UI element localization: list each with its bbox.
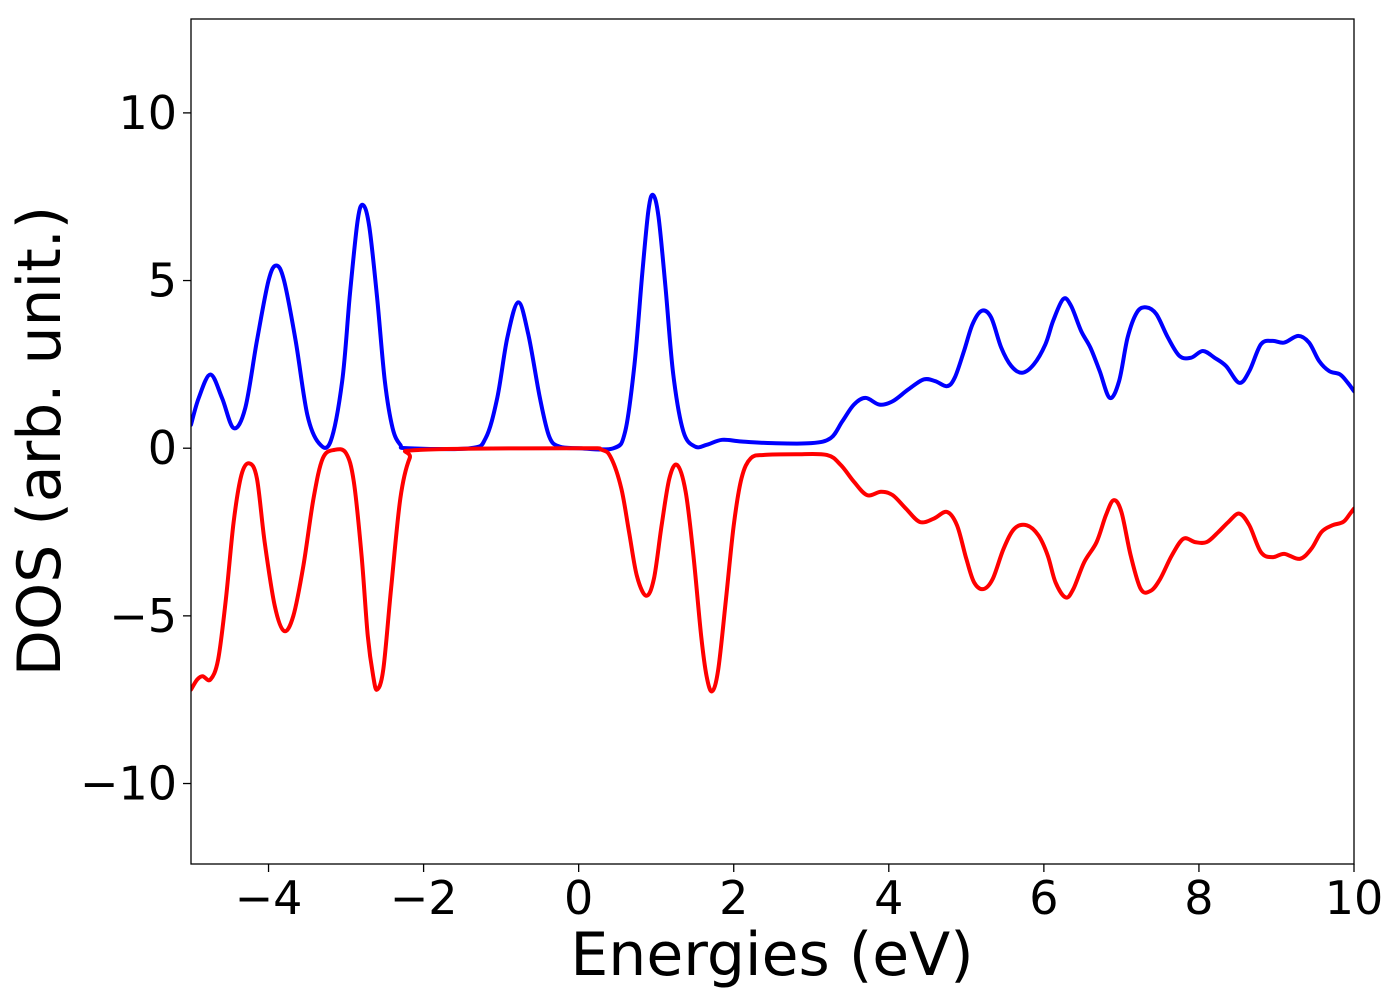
x-tick-label: 2	[719, 871, 748, 925]
series-layer	[191, 192, 1354, 694]
x-axis-title: Energies (eV)	[570, 920, 973, 990]
y-tick-label: −10	[80, 757, 177, 811]
x-tick-label: −4	[235, 871, 303, 925]
y-tick-label: −5	[109, 589, 177, 643]
y-tick-label: 5	[148, 254, 177, 308]
x-tick-label: 6	[1029, 871, 1058, 925]
y-tick-label: 10	[118, 86, 177, 140]
x-tick-label: 0	[564, 871, 593, 925]
y-tick-label: 0	[148, 421, 177, 475]
x-tick-label: 10	[1325, 871, 1384, 925]
x-tick-label: −2	[390, 871, 458, 925]
y-axis: 10 5 0 −5 −10	[80, 86, 191, 811]
x-tick-label: 4	[874, 871, 903, 925]
series-line-spin-up	[191, 192, 1354, 452]
plot-frame	[190, 18, 1355, 865]
x-tick-label: 8	[1184, 871, 1213, 925]
x-axis: −4 −2 0 2 4 6 8 10	[235, 864, 1384, 925]
y-axis-title: DOS (arb. unit.)	[5, 206, 75, 676]
series-line-spin-down	[191, 446, 1354, 694]
